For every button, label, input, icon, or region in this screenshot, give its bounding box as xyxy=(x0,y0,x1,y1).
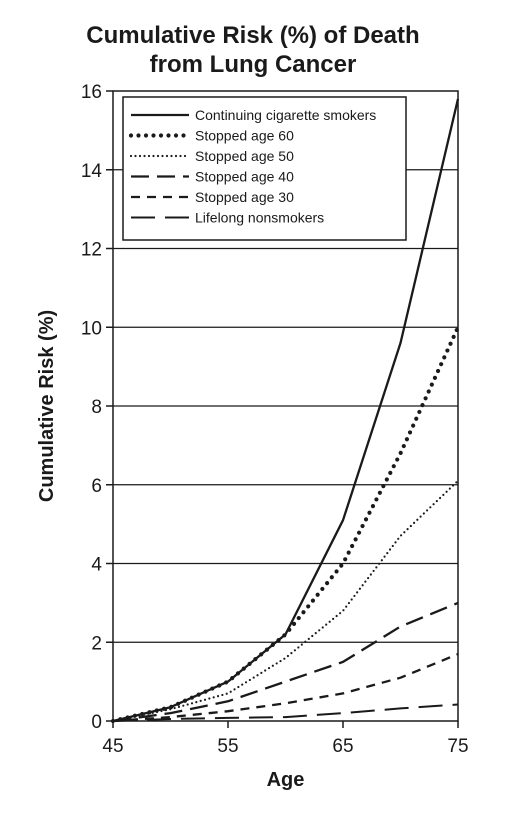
series-layer xyxy=(110,98,461,724)
x-tick-label: 55 xyxy=(217,736,238,757)
y-tick-label: 12 xyxy=(81,240,102,261)
chart-title-line-2: from Lung Cancer xyxy=(149,51,357,78)
y-tick-label: 0 xyxy=(91,712,102,733)
legend-label-6: Lifelong nonsmokers xyxy=(195,210,324,226)
series-line-2 xyxy=(110,325,461,724)
legend: Continuing cigarette smokers Stopped age … xyxy=(122,96,407,241)
x-axis-title: Age xyxy=(267,769,305,791)
y-tick-label: 8 xyxy=(91,397,102,418)
legend-box xyxy=(122,96,407,241)
y-tick-label: 4 xyxy=(91,555,102,576)
y-tick-label: 14 xyxy=(81,161,103,182)
series-line-4 xyxy=(112,601,459,723)
legend-label-3: Stopped age 50 xyxy=(195,148,294,164)
y-tick-label: 2 xyxy=(91,633,102,654)
x-tick-label: 75 xyxy=(447,736,468,757)
legend-label-5: Stopped age 30 xyxy=(195,189,294,205)
y-tick-label: 16 xyxy=(81,82,102,103)
y-tick-label: 10 xyxy=(81,318,102,339)
x-tick-label: 65 xyxy=(332,736,353,757)
legend-label-4: Stopped age 40 xyxy=(195,169,294,185)
legend-label-2: Stopped age 60 xyxy=(195,128,294,144)
series-line-3 xyxy=(111,479,460,723)
series-line-5 xyxy=(112,653,459,723)
tick-layer: 0 2 4 6 8 10 12 14 16 45 55 65 75 xyxy=(81,82,469,757)
legend-label-1: Continuing cigarette smokers xyxy=(195,107,376,123)
series-line-6 xyxy=(112,703,459,722)
y-tick-label: 6 xyxy=(91,476,102,497)
y-axis-title: Cumulative Risk (%) xyxy=(36,310,58,502)
x-tick-label: 45 xyxy=(102,736,123,757)
chart-title-line-1: Cumulative Risk (%) of Death xyxy=(86,22,420,49)
